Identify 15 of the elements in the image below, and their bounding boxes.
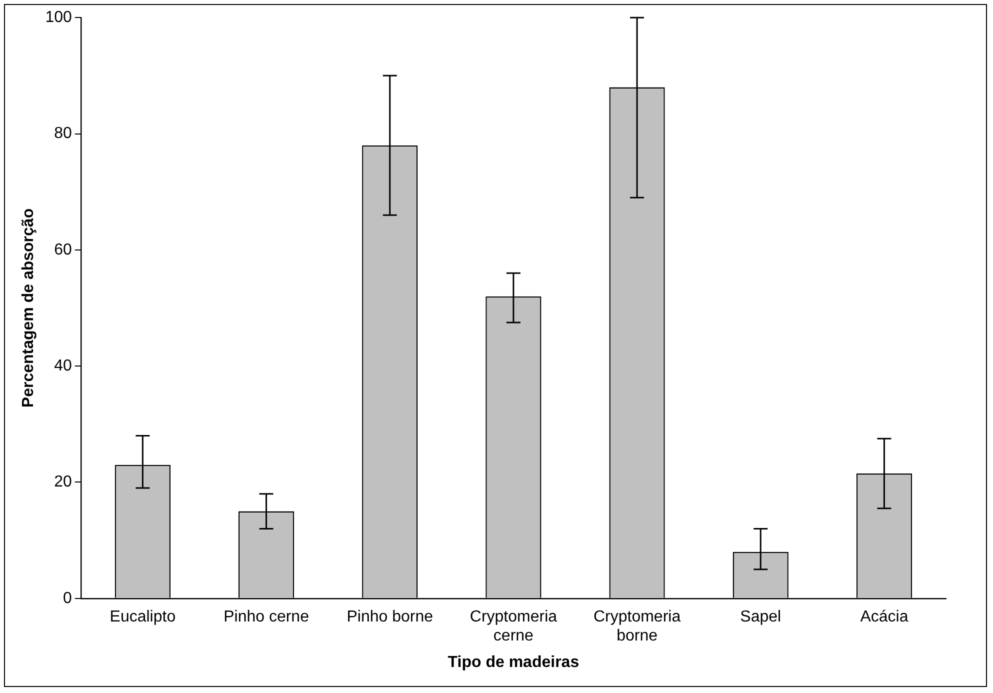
y-tick-label: 20 [54,474,72,491]
x-axis-title: Tipo de madeiras [448,654,580,671]
x-tick-label: Eucalipto [110,608,176,626]
y-tick-label: 40 [54,357,72,374]
x-tick-label: Cryptomeria cerne [470,608,558,645]
y-axis-title: Percentagem de absorção [20,208,38,408]
x-tick-label: Acácia [860,608,908,626]
y-tick-label: 60 [54,241,72,258]
x-tick-label: Pinho cerne [224,608,310,626]
x-tick-label: Cryptomeria borne [593,608,681,645]
x-tick-label: Pinho borne [346,608,434,626]
y-tick-label: 100 [45,9,72,26]
y-tick-label: 80 [54,125,72,142]
y-tick-label: 0 [62,590,72,607]
x-tick-label: Sapel [740,608,782,626]
